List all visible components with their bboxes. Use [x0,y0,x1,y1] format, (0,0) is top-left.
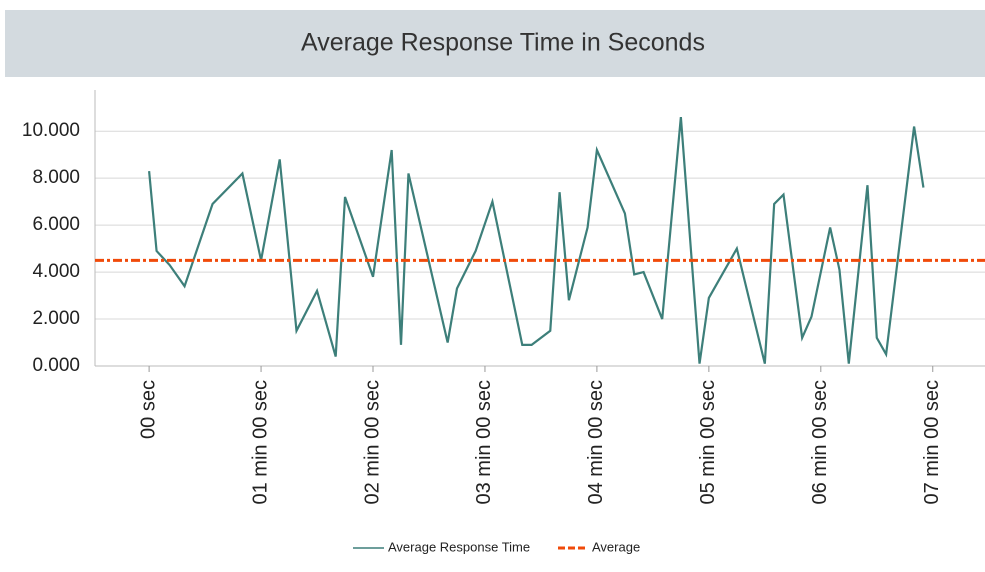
x-tick-label: 01 min 00 sec [249,380,271,505]
legend-label: Average Response Time [388,539,530,554]
y-tick-label: 4.000 [32,261,80,282]
x-tick-label: 04 min 00 sec [585,380,607,505]
header [5,10,985,77]
x-tick-label: 07 min 00 sec [921,380,943,505]
data-line [148,117,925,364]
y-tick-label: 6.000 [32,214,80,235]
x-tick-label: 06 min 00 sec [809,380,831,505]
x-tick-label: 02 min 00 sec [361,380,383,505]
x-tick-label: 00 sec [137,380,159,439]
y-tick-label: 0.000 [32,355,80,376]
x-tick-label: 05 min 00 sec [697,380,719,505]
y-tick-label: 2.000 [32,308,80,329]
y-tick-label: 10.000 [22,120,80,141]
x-tick-label: 03 min 00 sec [473,380,495,505]
legend-label: Average [592,539,640,554]
y-tick-label: 8.000 [32,167,80,188]
chart-title: Average Response Time in Seconds [301,29,705,57]
